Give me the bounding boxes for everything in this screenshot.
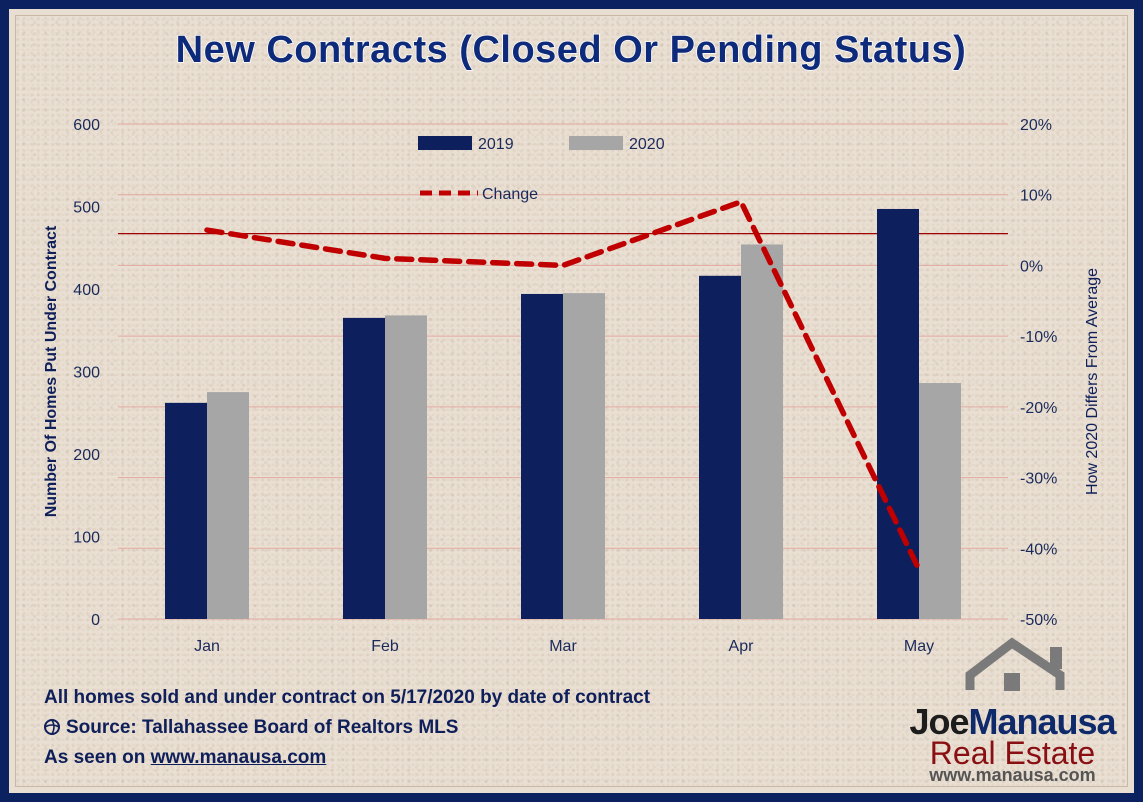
y-tick-label: 100 [73,530,100,547]
axes: 0 100 200 300 400 500 600 -50% -40% -30% -20% -10% 0… [43,117,1101,655]
y2-tick-label: -20% [1020,400,1057,417]
change-line [204,199,922,573]
bar-2020-apr [741,244,783,619]
x-tick-label: Feb [371,638,399,655]
bars [165,208,961,619]
y-tick-label: 500 [73,200,100,217]
logo-name: JoeManausa [909,701,1116,742]
legend-swatch-2019 [418,136,472,150]
x-tick-label: Apr [729,638,755,655]
y2-tick-label: 10% [1020,188,1052,205]
footer-source: Source: Tallahassee Board of Realtors ML… [44,717,458,739]
logo-url: www.manausa.com [929,765,1096,785]
legend-swatch-2020 [569,136,623,150]
chart-title: New Contracts (Closed Or Pending Status) [176,29,967,71]
y-axis-label: Number Of Homes Put Under Contract [43,225,60,517]
legend-label-change: Change [482,186,538,203]
footer-source-text: Source: Tallahassee Board of Realtors ML… [66,717,459,738]
website-link[interactable]: www.manausa.com [150,747,327,768]
house-icon [965,637,1065,691]
change-series-line [204,199,922,573]
company-logo: JoeManausa Real Estate www.manausa.com [900,635,1125,785]
y2-tick-label: -10% [1020,329,1057,346]
bar-2020-feb [385,315,427,619]
footer-seen-on: As seen on www.manausa.com [44,747,326,769]
legend-label-2020: 2020 [629,136,665,153]
footer-note: All homes sold and under contract on 5/1… [44,687,651,708]
bar-2020-mar [563,293,605,619]
y-tick-label: 0 [91,612,100,629]
y-tick-label: 600 [73,117,100,134]
logo-subtitle: Real Estate [929,735,1096,771]
source-icon [44,719,60,735]
legend: 2019 2020 Change [418,136,665,203]
y2-tick-label: -50% [1020,612,1057,629]
footer-seen-prefix: As seen on [44,747,151,768]
bar-2020-may [919,383,961,619]
y2-axis-label: How 2020 Differs From Average [1084,268,1101,495]
bar-2020-jan [207,392,249,619]
x-tick-label: Jan [194,638,220,655]
x-tick-label: Mar [549,638,577,655]
legend-label-2019: 2019 [478,136,514,153]
x-tick-label: May [904,638,934,655]
y2-tick-label: -40% [1020,541,1057,558]
y-tick-label: 200 [73,447,100,464]
y-tick-label: 400 [73,282,100,299]
y2-tick-label: -30% [1020,471,1057,488]
bar-2019-jan [165,402,207,619]
y2-tick-label: 20% [1020,117,1052,134]
y2-tick-label: 0% [1020,258,1043,275]
bar-2019-mar [521,293,563,619]
bar-2019-apr [699,275,741,619]
y-tick-label: 300 [73,365,100,382]
bar-2019-feb [343,317,385,619]
change-point-apr [741,201,742,202]
